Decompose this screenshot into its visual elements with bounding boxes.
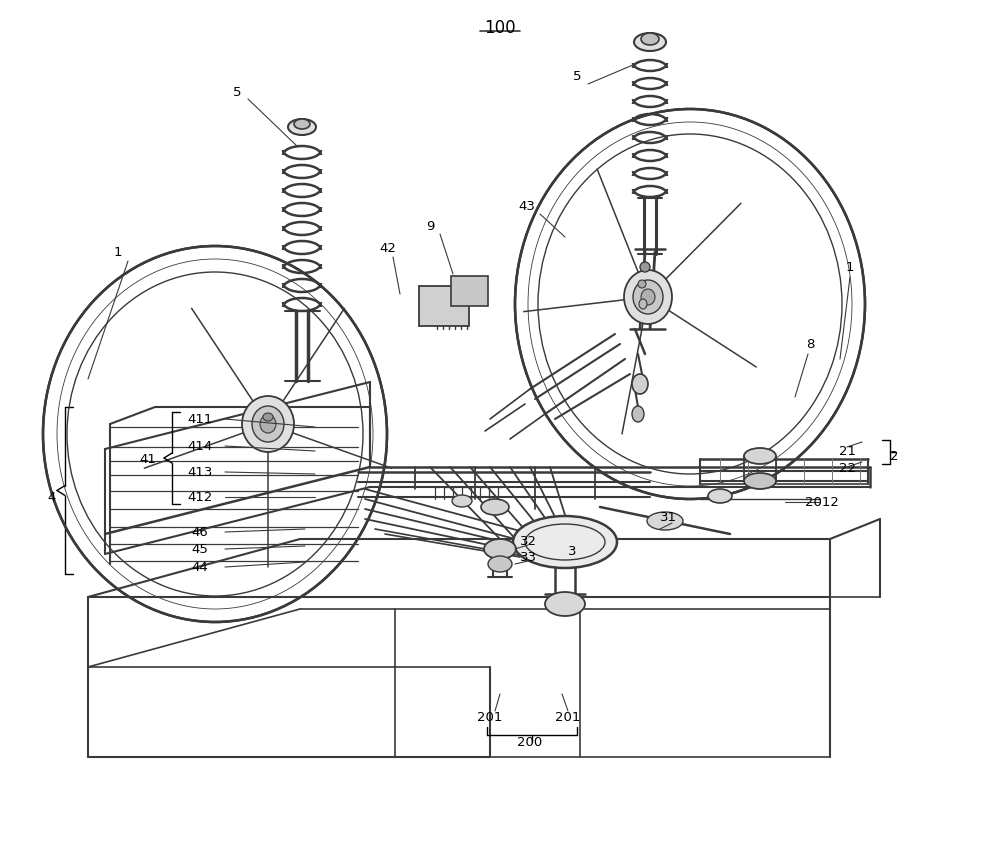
Ellipse shape [294,120,310,130]
Ellipse shape [263,414,273,421]
Ellipse shape [638,281,646,288]
Ellipse shape [632,407,644,422]
Text: 2: 2 [890,450,898,463]
Ellipse shape [515,110,865,499]
Text: 4: 4 [48,491,56,504]
Ellipse shape [260,415,276,433]
Text: 411: 411 [187,413,213,426]
Text: 42: 42 [380,241,396,254]
Ellipse shape [744,449,776,464]
Ellipse shape [43,247,387,623]
Text: 201: 201 [555,711,581,723]
Ellipse shape [488,556,512,572]
Text: 100: 100 [484,19,516,37]
Text: 45: 45 [192,543,208,556]
Ellipse shape [708,490,732,503]
Text: 1: 1 [846,261,854,274]
Ellipse shape [242,397,294,452]
Text: 412: 412 [187,491,213,504]
Ellipse shape [252,407,284,443]
Text: 1: 1 [114,247,122,259]
Ellipse shape [744,473,776,490]
Ellipse shape [624,270,672,325]
FancyBboxPatch shape [419,287,469,327]
Text: 8: 8 [806,338,814,351]
Ellipse shape [452,496,472,508]
Ellipse shape [513,516,617,568]
Text: 5: 5 [573,71,581,84]
Text: 43: 43 [519,200,535,213]
Ellipse shape [634,34,666,52]
Ellipse shape [545,592,585,616]
Ellipse shape [639,299,647,310]
Ellipse shape [632,374,648,395]
Text: 2012: 2012 [805,496,839,509]
Text: 31: 31 [660,511,676,524]
Text: 33: 33 [520,551,536,564]
Text: 22: 22 [838,462,856,475]
Text: 32: 32 [520,535,536,548]
Text: 200: 200 [517,735,543,749]
Text: 413: 413 [187,466,213,479]
Ellipse shape [647,513,683,531]
Text: 46: 46 [192,526,208,539]
Text: 21: 21 [838,445,856,458]
Text: 9: 9 [426,220,434,233]
Ellipse shape [641,290,655,305]
Ellipse shape [481,499,509,515]
Ellipse shape [641,34,659,46]
Text: 414: 414 [187,440,213,453]
Ellipse shape [640,263,650,273]
Text: 201: 201 [477,711,503,723]
Text: 5: 5 [233,85,241,98]
Text: 44: 44 [192,560,208,574]
Text: 3: 3 [568,545,576,558]
Ellipse shape [484,539,516,560]
Ellipse shape [288,120,316,136]
Ellipse shape [633,281,663,315]
FancyBboxPatch shape [451,276,488,306]
Text: 41: 41 [140,453,156,466]
